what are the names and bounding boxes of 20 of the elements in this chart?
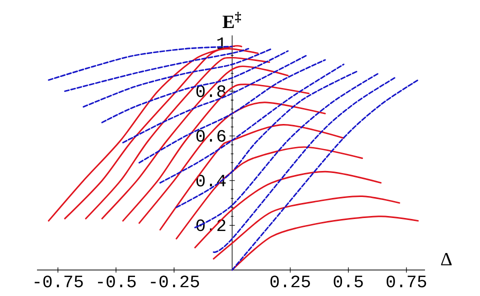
x-tick-label: -0.75: [34, 276, 83, 288]
line-series: [101, 50, 289, 124]
x-tick-label: -0.5: [98, 276, 136, 288]
line-series: [138, 59, 326, 164]
x-tick-label: 0.5: [334, 276, 363, 288]
line-series: [176, 70, 358, 208]
x-tick-label: -0.25: [150, 276, 199, 288]
line-series: [85, 56, 270, 220]
x-axis-title: Δ: [441, 252, 452, 266]
y-axis-title: E$^{‡}$: [222, 12, 241, 28]
line-series: [159, 124, 344, 230]
x-tick-label: 0.25: [270, 276, 310, 288]
line-series: [176, 146, 364, 240]
line-series: [82, 48, 272, 108]
line-series: [231, 79, 419, 271]
line-series: [194, 170, 382, 248]
line-series: [101, 66, 289, 220]
line-series: [122, 54, 308, 144]
x-tick-label: 0.75: [386, 276, 426, 288]
line-series: [231, 216, 419, 271]
